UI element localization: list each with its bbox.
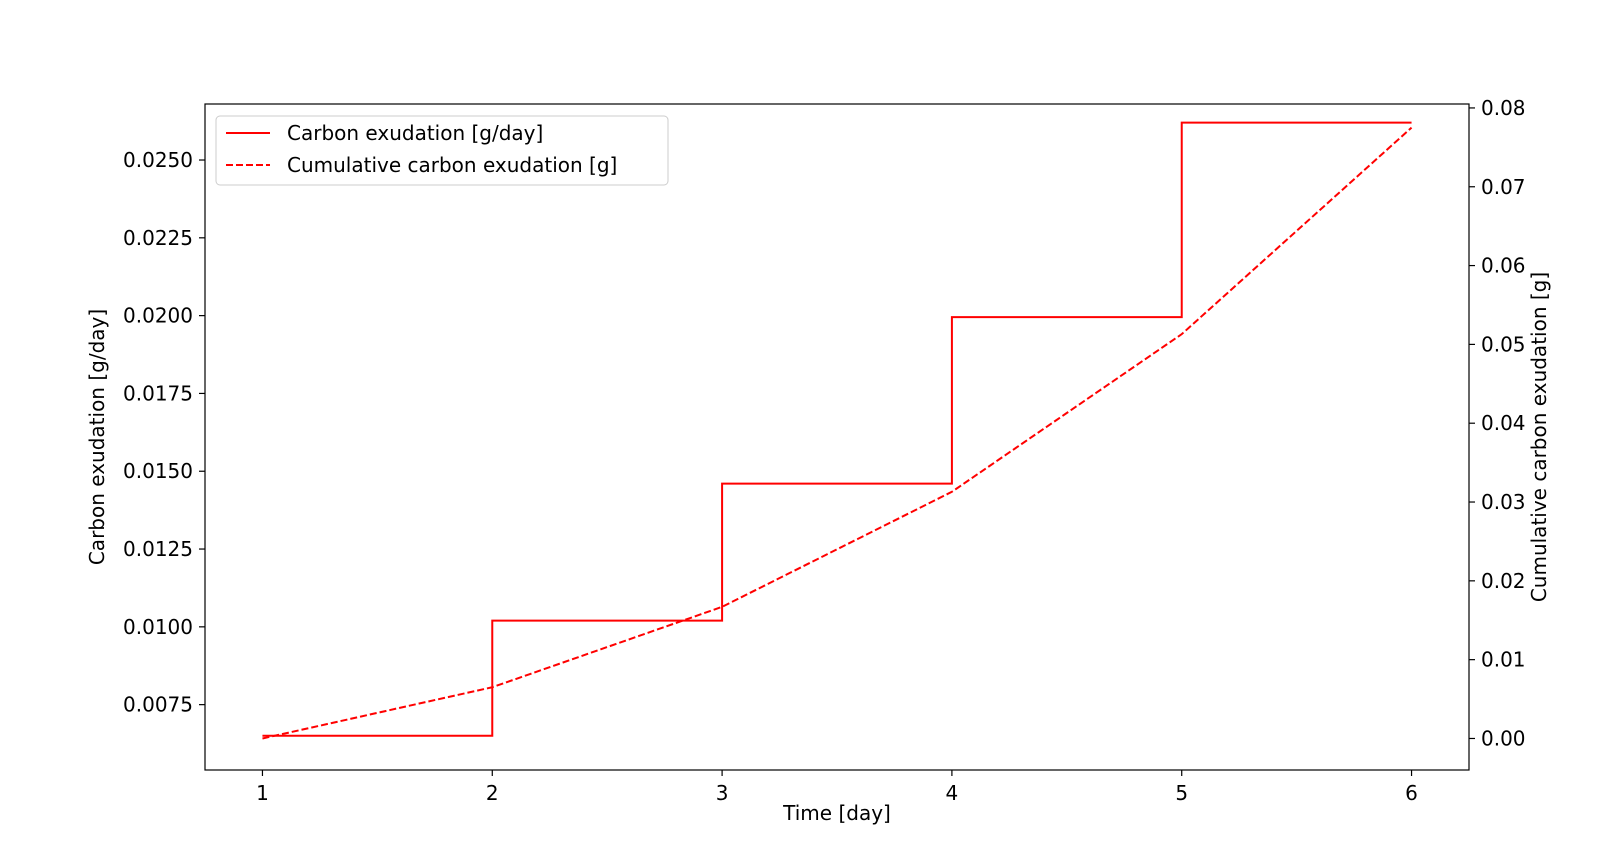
right-y-tick-label: 0.07: [1481, 175, 1526, 199]
right-y-axis-title: Cumulative carbon exudation [g]: [1527, 272, 1551, 602]
left-y-tick-label: 0.0075: [123, 693, 193, 717]
right-y-tick-label: 0.03: [1481, 490, 1526, 514]
legend-label-carbon-exudation: Carbon exudation [g/day]: [287, 121, 543, 145]
x-tick-label: 1: [256, 781, 269, 805]
left-y-tick-label: 0.0150: [123, 459, 193, 483]
right-y-tick-label: 0.00: [1481, 726, 1526, 750]
x-axis-title: Time [day]: [782, 801, 891, 825]
legend: Carbon exudation [g/day] Cumulative carb…: [215, 115, 669, 186]
plot-area: [204, 103, 1470, 771]
x-tick-label: 6: [1405, 781, 1418, 805]
right-y-axis: 0.00 0.01 0.02 0.03 0.04 0.05 0.06 0.07 0.08: [1469, 96, 1526, 750]
series-line-cumulative-carbon-exudation: [262, 126, 1413, 740]
axes-frame: [204, 103, 1470, 771]
right-y-tick-label: 0.08: [1481, 96, 1526, 120]
right-y-tick-label: 0.02: [1481, 569, 1526, 593]
x-tick-label: 4: [946, 781, 959, 805]
left-y-tick-label: 0.0225: [123, 226, 193, 250]
legend-label-cumulative-carbon-exudation: Cumulative carbon exudation [g]: [287, 153, 617, 177]
left-y-axis-title: Carbon exudation [g/day]: [85, 309, 109, 565]
right-y-tick-label: 0.01: [1481, 648, 1526, 672]
right-y-tick-label: 0.06: [1481, 254, 1526, 278]
series-layer: [262, 121, 1413, 740]
series-line-carbon-exudation: [262, 121, 1412, 737]
left-y-tick-label: 0.0125: [123, 537, 193, 561]
left-y-axis: 0.0075 0.0100 0.0125 0.0150 0.0175 0.0200 0.02…: [123, 148, 205, 717]
x-tick-label: 5: [1175, 781, 1188, 805]
x-tick-label: 2: [486, 781, 499, 805]
left-y-tick-label: 0.0200: [123, 304, 193, 328]
left-y-tick-label: 0.0100: [123, 615, 193, 639]
right-y-tick-label: 0.04: [1481, 411, 1526, 435]
legend-box: [215, 115, 669, 186]
right-y-tick-label: 0.05: [1481, 332, 1526, 356]
x-tick-label: 3: [716, 781, 729, 805]
x-axis: 1 2 3 4 5 6: [256, 770, 1418, 805]
left-y-tick-label: 0.0175: [123, 381, 193, 405]
left-y-tick-label: 0.0250: [123, 148, 193, 172]
